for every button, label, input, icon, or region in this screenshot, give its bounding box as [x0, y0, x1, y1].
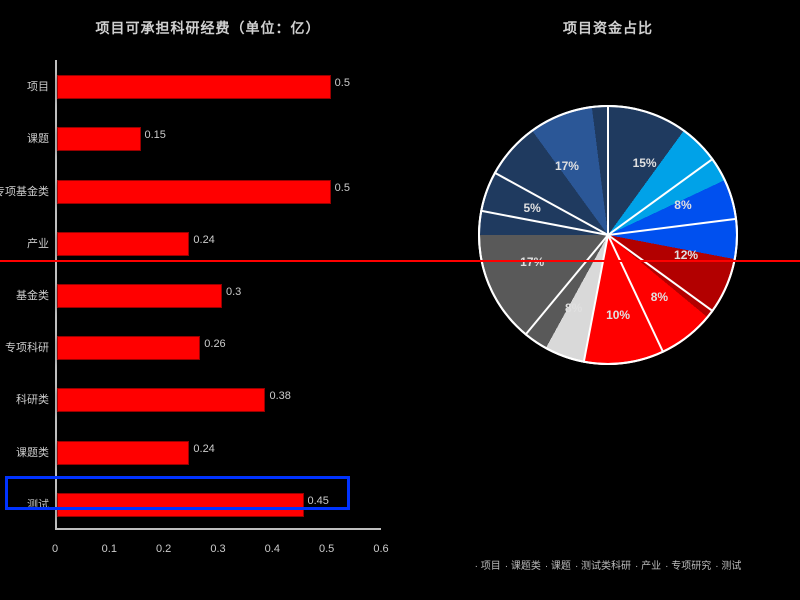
bar-category-label: 课题 [27, 130, 55, 146]
bar-category-label: 产业 [27, 235, 55, 251]
pie-slice-label: 5% [523, 201, 540, 215]
bar-value-label: 0.24 [193, 234, 214, 246]
pie-legend-item: · 课题 [545, 561, 571, 572]
bar-rect [57, 127, 141, 151]
bar-row: 课题0.15 [55, 123, 381, 153]
pie-slice-label: 8% [565, 301, 582, 315]
pie-legend-item: · 测试类科研 [575, 561, 631, 572]
bar-rect [57, 180, 331, 204]
bar-category-label: 项目 [27, 78, 55, 94]
bar-category-label: 测试 [27, 496, 55, 512]
pie-slice-label: 15% [633, 156, 657, 170]
pie-slice-label: 17% [555, 159, 579, 173]
bar-chart: 项目0.5 课题0.15 专项基金类0.5 产业0.24 基金类0.3 专项科研0.26 科… [55, 60, 381, 530]
bar-x-tick: 0.6 [373, 543, 388, 555]
bar-rect [57, 336, 200, 360]
bar-row: 课题类0.24 [55, 437, 381, 467]
bar-x-tick: 0.4 [265, 543, 280, 555]
bar-value-label: 0.26 [204, 338, 225, 350]
bar-x-tick: 0.5 [319, 543, 334, 555]
bar-row: 科研类0.38 [55, 384, 381, 414]
bar-x-axis [55, 528, 381, 530]
pie-chart-panel: 项目资金占比 15%8%12%8%10%8%17%5%17% · 项目· 课题类… [416, 0, 800, 600]
bar-rect [57, 388, 265, 412]
bar-category-label: 科研类 [16, 391, 55, 407]
bar-value-label: 0.38 [269, 390, 290, 402]
dashboard: 项目可承担科研经费（单位：亿） 项目0.5课题0.15专项基金类0.5产业0.2… [0, 0, 800, 600]
pie-slice-label: 8% [651, 290, 668, 304]
pie-legend: · 项目 · 课题类 · 课题 · 测试类科研 · 产业 · 专项研究 · 测试 [416, 557, 800, 572]
pie-legend-item: · 课题类 [505, 561, 541, 572]
bar-value-label: 0.45 [308, 495, 329, 507]
annotation-red-line [0, 260, 800, 262]
bar-x-tick: 0 [52, 543, 58, 555]
bar-row: 基金类0.3 [55, 280, 381, 310]
bar-value-label: 0.5 [335, 182, 350, 194]
pie-slice-label: 8% [674, 198, 691, 212]
pie-chart-title: 项目资金占比 [416, 0, 800, 38]
bar-value-label: 0.24 [193, 443, 214, 455]
bar-value-label: 0.15 [145, 129, 166, 141]
bar-row: 专项科研0.26 [55, 332, 381, 362]
bar-row: 测试0.45 [55, 489, 381, 519]
pie-slice-label: 10% [606, 308, 630, 322]
bar-rect [57, 75, 331, 99]
pie-legend-item: · 项目 [475, 561, 501, 572]
bar-rect [57, 441, 189, 465]
bar-row: 专项基金类0.5 [55, 176, 381, 206]
bar-chart-panel: 项目可承担科研经费（单位：亿） 项目0.5课题0.15专项基金类0.5产业0.2… [0, 0, 416, 600]
bar-value-label: 0.3 [226, 286, 241, 298]
pie-legend-item: · 产业 [635, 561, 661, 572]
bar-row: 项目0.5 [55, 71, 381, 101]
pie-slice-label: 17% [520, 255, 544, 269]
bar-x-tick: 0.2 [156, 543, 171, 555]
bar-x-tick: 0.1 [102, 543, 117, 555]
bar-category-label: 课题类 [16, 444, 55, 460]
bar-category-label: 专项基金类 [0, 183, 55, 199]
bar-x-tick: 0.3 [210, 543, 225, 555]
bar-rect [57, 284, 222, 308]
bar-row: 产业0.24 [55, 228, 381, 258]
pie-chart: 15%8%12%8%10%8%17%5%17% [478, 105, 738, 365]
bar-rect [57, 493, 304, 517]
bar-chart-title: 项目可承担科研经费（单位：亿） [0, 0, 416, 38]
bar-value-label: 0.5 [335, 77, 350, 89]
pie-legend-item: · 测试 [715, 561, 741, 572]
pie-overlay [478, 105, 738, 365]
bar-category-label: 专项科研 [5, 339, 55, 355]
bar-category-label: 基金类 [16, 287, 55, 303]
pie-legend-item: · 专项研究 [665, 561, 711, 572]
bar-rect [57, 232, 189, 256]
